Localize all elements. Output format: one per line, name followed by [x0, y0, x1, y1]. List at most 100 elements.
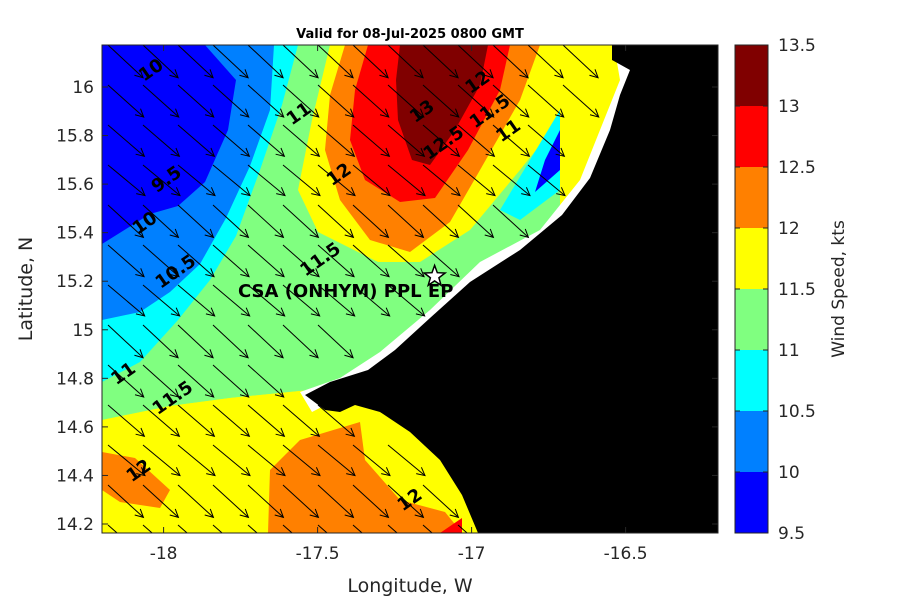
wind-arrow-head: [134, 508, 145, 519]
wind-arrow-head: [136, 187, 146, 197]
wind-arrow-head: [486, 187, 496, 197]
colorbar-segment: [735, 228, 768, 289]
wind-arrow-shaft: [352, 204, 389, 238]
wind-arrow-shaft: [387, 484, 424, 518]
wind-arrow-shaft: [492, 204, 529, 238]
x-axis-label: Longitude, W: [347, 575, 473, 597]
wind-arrow-head: [135, 268, 145, 278]
wind-arrow-shaft: [492, 45, 529, 79]
wind-arrow-head: [169, 69, 179, 79]
wind-arrow-shaft: [422, 84, 460, 118]
wind-arrow-shaft: [317, 324, 354, 359]
wind-arrow-head: [309, 228, 320, 239]
wind-arrow-head: [241, 187, 251, 197]
wind-arrow-head: [134, 388, 145, 398]
wind-arrow-shaft: [142, 404, 180, 437]
wind-arrow-shaft: [387, 244, 425, 278]
wind-arrow-head: [345, 268, 355, 278]
colorbar-tick-label: 13: [778, 97, 800, 117]
wind-arrow-head: [484, 228, 495, 239]
wind-arrow-shaft: [352, 484, 389, 518]
wind-arrow-head: [555, 147, 566, 158]
wind-arrow-shaft: [352, 444, 391, 476]
wind-arrow-head: [275, 307, 286, 317]
wind-arrow-shaft: [387, 204, 424, 238]
wind-arrow-shaft: [422, 524, 433, 533]
band-12.5-13-south: [440, 518, 462, 533]
wind-arrow-shaft: [562, 45, 599, 79]
wind-arrow-shaft: [177, 244, 215, 278]
wind-arrow-head: [344, 349, 354, 359]
wind-arrow-shaft: [212, 404, 250, 437]
wind-arrow-shaft: [247, 84, 285, 118]
wind-arrow-head: [204, 508, 215, 519]
wind-arrow-shaft: [527, 164, 566, 196]
wind-arrow-shaft: [177, 84, 215, 118]
wind-arrow-shaft: [142, 244, 180, 278]
wind-arrow-shaft: [422, 164, 461, 196]
wind-arrow-head: [204, 349, 214, 359]
wind-arrow-head: [204, 388, 215, 398]
wind-arrow-shaft: [247, 164, 286, 196]
wind-arrow-shaft: [107, 124, 145, 157]
wind-arrow-shaft: [317, 284, 355, 317]
wind-arrow-shaft: [387, 284, 425, 317]
wind-arrow-shaft: [282, 324, 319, 359]
wind-arrow-head: [274, 508, 285, 519]
wind-arrow-head: [416, 467, 426, 477]
colorbar-tick-label: 13.5: [778, 36, 816, 56]
x-tick-label: -18: [150, 544, 178, 564]
wind-arrow-head: [310, 307, 321, 317]
y-tick-label: 15.4: [56, 224, 94, 244]
wind-arrow-head: [311, 187, 321, 197]
x-tick-label: -17.5: [296, 544, 340, 564]
wind-arrow-shaft: [282, 484, 319, 518]
wind-arrow-shaft: [247, 124, 285, 157]
wind-arrow-head: [274, 388, 285, 398]
wind-vectors: [107, 45, 600, 556]
wind-arrow-shaft: [527, 45, 564, 79]
wind-arrow-head: [309, 108, 320, 118]
wind-arrow-head: [171, 467, 181, 477]
wind-arrow-shaft: [107, 524, 118, 533]
x-tick-label: -16.5: [604, 544, 648, 564]
wind-arrow-shaft: [282, 524, 293, 533]
wind-arrow-head: [345, 307, 356, 317]
wind-arrow-shaft: [352, 164, 391, 196]
wind-arrow-shaft: [142, 164, 181, 196]
wind-arrow-shaft: [142, 84, 180, 118]
wind-arrow-shaft: [282, 84, 320, 118]
wind-arrow-shaft: [282, 244, 320, 278]
wind-arrow-shaft: [422, 124, 460, 157]
wind-arrow-shaft: [142, 524, 153, 533]
wind-arrow-head: [275, 268, 285, 278]
wind-arrow-head: [240, 147, 251, 158]
wind-arrow-head: [275, 548, 284, 556]
colorbar-tick-label: 12: [778, 219, 800, 239]
wind-arrow-shaft: [247, 204, 284, 238]
wind-arrow-head: [345, 548, 354, 556]
wind-arrow-head: [519, 108, 530, 118]
wind-arrow-shaft: [247, 284, 285, 317]
wind-arrow-shaft: [352, 84, 390, 118]
wind-arrow-shaft: [177, 404, 215, 437]
wind-arrow-head: [170, 147, 181, 158]
wind-arrow-head: [134, 69, 144, 79]
wind-arrow-shaft: [422, 45, 459, 79]
wind-arrow-shaft: [247, 324, 284, 359]
wind-arrow-head: [415, 147, 426, 158]
wind-arrow-shaft: [177, 45, 214, 79]
wind-arrow-shaft: [387, 84, 425, 118]
wind-arrow-head: [415, 268, 425, 278]
wind-arrow-shaft: [387, 124, 425, 157]
wind-arrow-shaft: [177, 484, 214, 518]
wind-arrow-shaft: [212, 284, 250, 317]
wind-arrow-shaft: [422, 204, 459, 238]
wind-arrow-shaft: [282, 284, 320, 317]
colorbar-label: Wind Speed, kts: [829, 220, 849, 358]
wind-arrow-head: [449, 228, 460, 239]
wind-arrow-shaft: [352, 124, 390, 157]
wind-arrow-head: [240, 548, 249, 556]
colorbar-segment: [735, 411, 768, 472]
